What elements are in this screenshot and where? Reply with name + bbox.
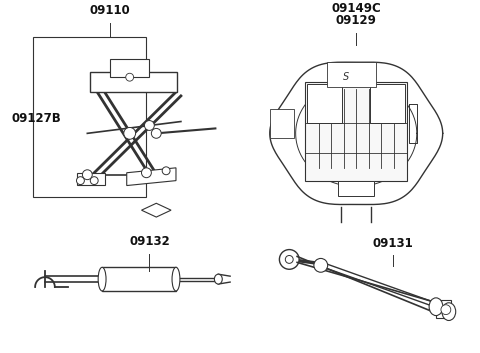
Ellipse shape [429, 298, 443, 316]
Circle shape [285, 256, 293, 263]
Circle shape [144, 120, 154, 130]
Circle shape [151, 128, 161, 138]
Ellipse shape [98, 267, 106, 291]
Bar [436, 300, 451, 318]
Text: 09131: 09131 [372, 237, 413, 250]
Ellipse shape [442, 303, 456, 321]
Ellipse shape [172, 267, 180, 291]
Bar [110, 59, 149, 77]
Bar [370, 84, 406, 124]
Bar [270, 109, 294, 138]
Circle shape [126, 73, 133, 81]
Circle shape [314, 258, 328, 272]
Text: S: S [343, 72, 349, 82]
Circle shape [162, 167, 170, 175]
Text: 09132: 09132 [129, 235, 170, 247]
Ellipse shape [215, 274, 222, 284]
Circle shape [142, 168, 151, 178]
Circle shape [279, 250, 299, 269]
Bar [33, 37, 146, 197]
Text: 09149C: 09149C [331, 2, 381, 15]
Text: 09110: 09110 [90, 4, 131, 17]
Circle shape [441, 305, 451, 315]
Bar [307, 84, 342, 124]
Bar [327, 62, 376, 87]
Circle shape [90, 177, 98, 185]
Bar [305, 82, 408, 181]
Text: 09127B: 09127B [12, 112, 61, 125]
Circle shape [76, 177, 84, 185]
Bar [338, 181, 374, 196]
Polygon shape [127, 168, 176, 186]
Circle shape [124, 127, 135, 139]
Bar [77, 173, 105, 185]
Bar [90, 72, 177, 92]
Polygon shape [270, 62, 443, 204]
Polygon shape [142, 203, 171, 217]
Circle shape [83, 170, 92, 180]
Text: 09129: 09129 [336, 14, 377, 27]
Bar [102, 267, 176, 291]
